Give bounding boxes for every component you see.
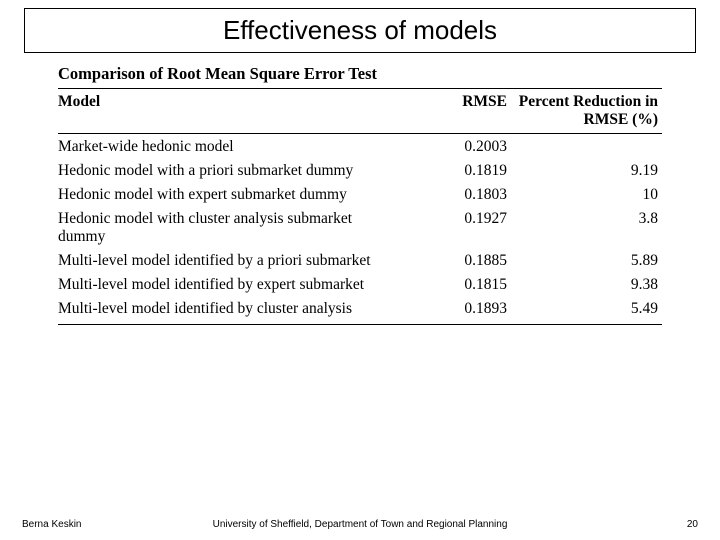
table-row: Hedonic model with a priori submarket du… — [58, 159, 662, 183]
cell-pct: 3.8 — [511, 207, 662, 249]
cell-model: Market-wide hedonic model — [58, 134, 390, 160]
col-header-pct: Percent Reduction in RMSE (%) — [511, 89, 662, 134]
col-header-model: Model — [58, 89, 390, 134]
table-row: Hedonic model with expert submarket dumm… — [58, 183, 662, 207]
footer-affiliation: University of Sheffield, Department of T… — [0, 519, 720, 530]
table-row: Market-wide hedonic model 0.2003 — [58, 134, 662, 160]
cell-model: Multi-level model identified by cluster … — [58, 297, 390, 325]
cell-rmse: 0.1819 — [390, 159, 511, 183]
cell-model: Multi-level model identified by a priori… — [58, 249, 390, 273]
cell-rmse: 0.1927 — [390, 207, 511, 249]
table-row: Multi-level model identified by expert s… — [58, 273, 662, 297]
cell-rmse: 0.1815 — [390, 273, 511, 297]
title-box: Effectiveness of models — [24, 8, 696, 53]
cell-rmse: 0.1893 — [390, 297, 511, 325]
cell-rmse: 0.1803 — [390, 183, 511, 207]
cell-pct: 9.38 — [511, 273, 662, 297]
cell-pct: 5.49 — [511, 297, 662, 325]
slide: Effectiveness of models Comparison of Ro… — [0, 0, 720, 540]
comparison-table: Model RMSE Percent Reduction in RMSE (%)… — [58, 88, 662, 325]
cell-pct: 9.19 — [511, 159, 662, 183]
footer-page-number: 20 — [687, 519, 698, 530]
cell-model: Hedonic model with a priori submarket du… — [58, 159, 390, 183]
footer: Berna Keskin University of Sheffield, De… — [0, 510, 720, 530]
cell-rmse: 0.2003 — [390, 134, 511, 160]
cell-model: Hedonic model with expert submarket dumm… — [58, 183, 390, 207]
cell-pct: 10 — [511, 183, 662, 207]
table-row: Multi-level model identified by cluster … — [58, 297, 662, 325]
table-container: Comparison of Root Mean Square Error Tes… — [58, 64, 662, 325]
table-row: Multi-level model identified by a priori… — [58, 249, 662, 273]
table-row: Hedonic model with cluster analysis subm… — [58, 207, 662, 249]
table-header-row: Model RMSE Percent Reduction in RMSE (%) — [58, 89, 662, 134]
cell-pct: 5.89 — [511, 249, 662, 273]
cell-model: Hedonic model with cluster analysis subm… — [58, 207, 390, 249]
page-title: Effectiveness of models — [25, 15, 695, 46]
cell-pct — [511, 134, 662, 160]
cell-rmse: 0.1885 — [390, 249, 511, 273]
cell-model: Multi-level model identified by expert s… — [58, 273, 390, 297]
table-title: Comparison of Root Mean Square Error Tes… — [58, 64, 662, 84]
col-header-rmse: RMSE — [390, 89, 511, 134]
